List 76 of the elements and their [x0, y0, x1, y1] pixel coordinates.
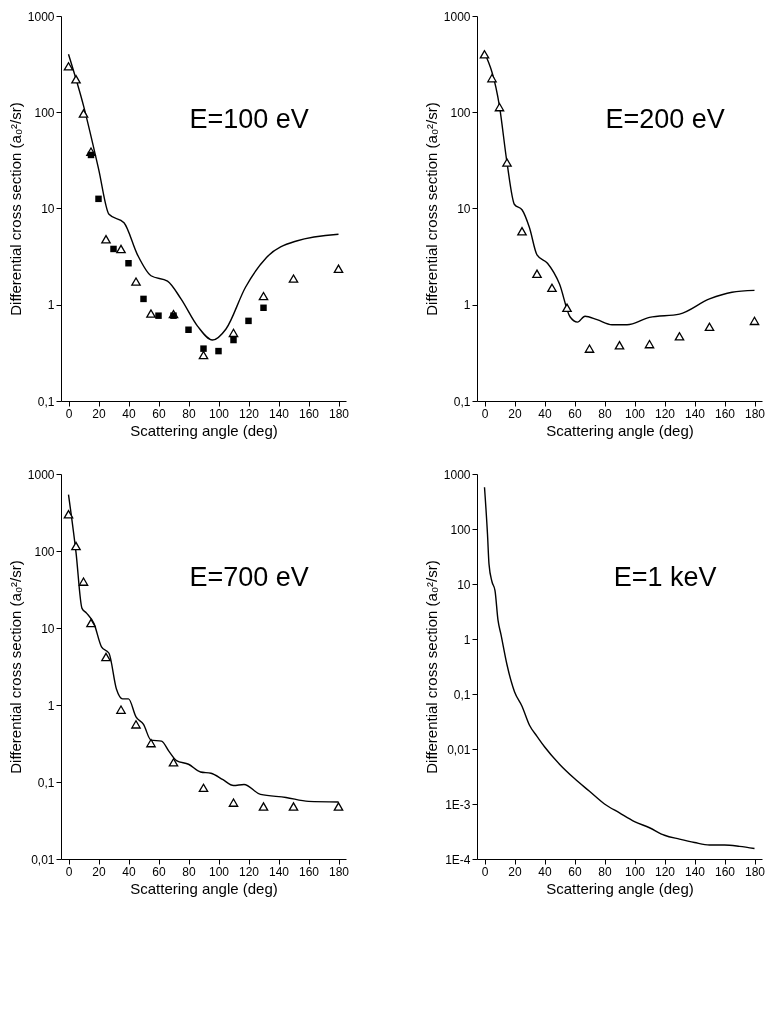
- x-tick-label: 20: [508, 864, 522, 879]
- x-tick-label: 40: [538, 864, 552, 879]
- x-tick-label: 160: [714, 406, 736, 421]
- y-tick-label: 1E-3: [445, 797, 471, 812]
- x-tick-label: 0: [481, 864, 489, 879]
- y-tick-label: 0,1: [37, 775, 55, 790]
- x-axis-title: Scattering angle (deg): [130, 421, 278, 439]
- x-axis-title: Scattering angle (deg): [546, 421, 694, 439]
- y-tick-label: 1E-4: [445, 852, 471, 867]
- x-tick-label: 180: [328, 864, 350, 879]
- annotation: E=100 eV: [189, 103, 309, 134]
- x-tick-label: 80: [182, 406, 196, 421]
- x-tick-label: 60: [568, 864, 582, 879]
- y-tick-label: 100: [450, 522, 471, 537]
- y-tick-label: 1000: [443, 9, 471, 24]
- y-axis-title: Differential cross section (a₀²/sr): [422, 102, 440, 316]
- y-tick-label: 0,01: [31, 852, 55, 867]
- x-tick-label: 0: [65, 406, 73, 421]
- x-tick-label: 140: [684, 406, 706, 421]
- x-tick-label: 140: [268, 864, 290, 879]
- x-tick-label: 100: [208, 864, 230, 879]
- x-tick-label: 0: [481, 406, 489, 421]
- x-tick-label: 20: [92, 864, 106, 879]
- y-tick-label: 100: [34, 544, 55, 559]
- x-tick-label: 20: [508, 406, 522, 421]
- y-tick-label: 10: [457, 202, 471, 216]
- x-tick-label: 40: [122, 406, 136, 421]
- x-tick-label: 120: [654, 406, 676, 421]
- x-tick-label: 100: [624, 864, 646, 879]
- x-tick-label: 120: [654, 864, 676, 879]
- x-tick-label: 160: [298, 406, 320, 421]
- x-axis-title: Scattering angle (deg): [130, 879, 278, 897]
- y-tick-label: 10: [41, 621, 55, 636]
- x-tick-label: 100: [624, 406, 646, 421]
- x-tick-label: 60: [568, 406, 582, 421]
- y-tick-label: 1000: [27, 467, 55, 482]
- y-tick-label: 0,1: [453, 687, 471, 702]
- y-tick-label: 0,01: [447, 742, 471, 757]
- x-tick-label: 120: [238, 406, 260, 421]
- x-tick-label: 180: [744, 406, 766, 421]
- x-tick-label: 180: [744, 864, 766, 879]
- annotation: E=700 eV: [189, 561, 309, 592]
- x-tick-label: 80: [182, 864, 196, 879]
- y-tick-label: 10: [457, 577, 471, 592]
- x-tick-label: 80: [598, 864, 612, 879]
- x-tick-label: 100: [208, 406, 230, 421]
- x-tick-label: 180: [328, 406, 350, 421]
- x-tick-label: 80: [598, 406, 612, 421]
- y-tick-label: 1: [47, 698, 55, 713]
- x-tick-label: 120: [238, 864, 260, 879]
- x-tick-label: 160: [714, 864, 736, 879]
- y-axis-title: Differential cross section (a₀²/sr): [6, 560, 24, 774]
- y-tick-label: 1000: [443, 467, 471, 482]
- y-tick-label: 0,1: [37, 394, 55, 409]
- x-tick-label: 60: [152, 864, 166, 879]
- annotation: E=200 eV: [605, 103, 725, 134]
- y-axis-title: Differential cross section (a₀²/sr): [422, 560, 440, 774]
- x-tick-label: 0: [65, 864, 73, 879]
- x-tick-label: 140: [268, 406, 290, 421]
- y-tick-label: 0,1: [453, 394, 471, 409]
- y-tick-label: 1: [463, 298, 471, 313]
- x-axis-title: Scattering angle (deg): [546, 879, 694, 897]
- y-tick-label: 10: [41, 202, 55, 216]
- y-axis-title: Differential cross section (a₀²/sr): [6, 102, 24, 316]
- y-tick-label: 1: [47, 298, 55, 313]
- x-tick-label: 60: [152, 406, 166, 421]
- x-tick-label: 160: [298, 864, 320, 879]
- y-tick-label: 1000: [27, 9, 55, 24]
- x-tick-label: 40: [122, 864, 136, 879]
- y-tick-label: 100: [450, 105, 471, 120]
- x-tick-label: 40: [538, 406, 552, 421]
- y-tick-label: 100: [34, 105, 55, 120]
- y-tick-label: 1: [463, 632, 471, 647]
- x-tick-label: 20: [92, 406, 106, 421]
- x-tick-label: 140: [684, 864, 706, 879]
- annotation: E=1 keV: [613, 561, 717, 592]
